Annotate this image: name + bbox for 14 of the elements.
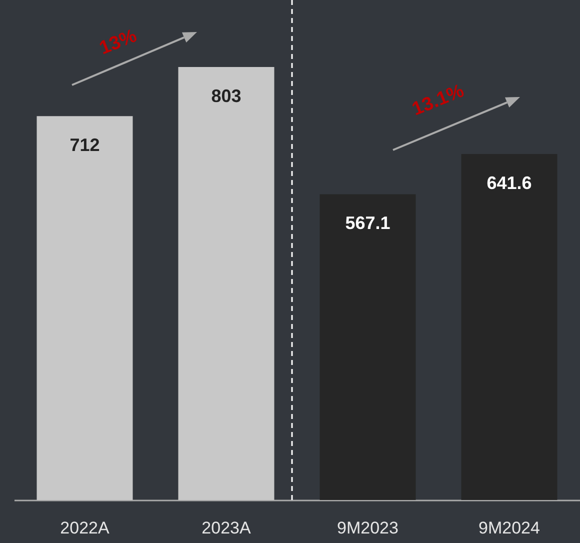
bar [461,154,558,500]
data-label: 803 [211,86,242,106]
data-label: 641.6 [486,173,532,194]
bar [36,116,133,500]
bar [178,67,274,500]
data-label: 712 [70,135,100,156]
x-tick-label: 9M2024 [478,518,540,538]
data-label: 567.1 [345,213,390,234]
annotation: 13.1% [409,80,468,120]
bar [320,194,416,500]
x-tick-label: 2023A [202,518,252,538]
x-tick-label: 9M2023 [337,518,398,538]
x-tick-label: 2022A [60,518,110,538]
text: 13% [96,26,140,60]
